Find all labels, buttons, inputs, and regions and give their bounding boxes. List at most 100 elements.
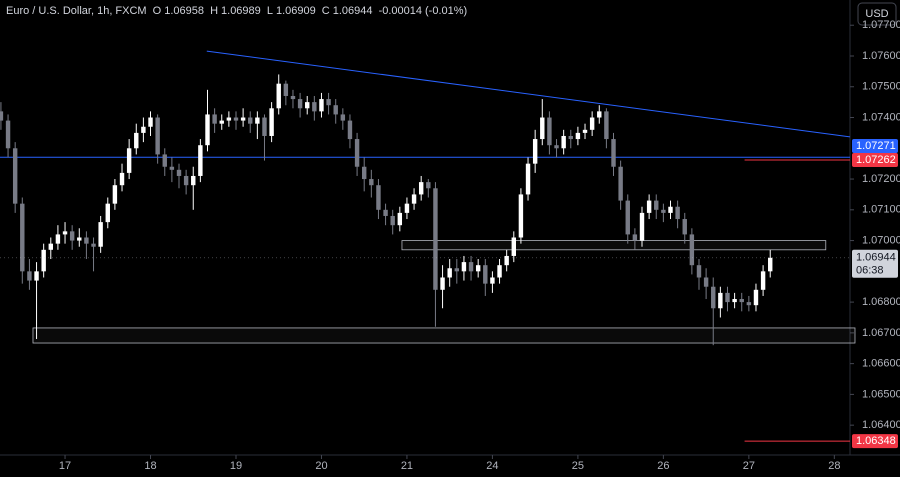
candle-body [711,286,716,309]
x-tick-label: 27 [743,460,755,472]
zone [32,327,856,344]
countdown: 06:38 [856,265,884,277]
y-tick-label: 1.06700 [862,327,900,339]
candle-body [112,185,118,204]
candle-body [383,209,388,216]
candle-body [41,249,46,272]
candle-body [283,83,289,96]
candle-body [426,182,431,189]
candle-body [5,120,11,149]
x-tick-label: 17 [59,460,71,472]
currency-button[interactable] [857,2,897,26]
trendline [206,50,851,138]
candle-body [369,179,374,186]
candle-body [319,99,324,112]
candle-body [668,206,673,213]
candle-body [397,212,403,226]
y-tick-label: 1.07100 [862,204,900,216]
x-tick-label: 25 [572,460,584,472]
candle-body [597,111,602,118]
candle-body [240,117,246,121]
candle-body [20,203,25,272]
candle-body [768,257,773,272]
price-axis-panel [850,0,900,477]
candle-body [155,117,160,155]
candle-body [682,219,687,235]
candle-body [632,234,638,241]
candle-body [262,117,267,136]
candle-body [119,172,125,186]
candle-body [340,114,346,121]
y-tick-label: 1.07600 [862,50,900,62]
candle-body [198,145,203,176]
price-label-box [852,152,898,167]
candle-body [77,237,82,241]
currency-label[interactable]: USD [865,8,888,20]
candle-body [255,117,260,124]
candle-body [696,265,702,278]
ohlc-label: C [321,5,330,17]
candle-body [497,265,502,278]
candle-body [312,102,317,112]
candle-body [739,299,744,303]
change: -0.00014 [378,5,423,17]
y-tick-label: 1.07400 [862,111,900,123]
candle-body [703,277,709,287]
candle-body [454,268,460,272]
candle-body [0,111,4,121]
candle-body [390,215,395,226]
y-tick-label: 1.06500 [862,388,900,400]
ohlc-value: 1.06909 [275,5,316,17]
y-tick-label: 1.06400 [862,419,900,431]
x-tick-label: 19 [230,460,242,472]
candle-body [511,237,516,256]
candle-body [547,117,552,146]
x-tick-label: 28 [828,460,840,472]
candle-body [554,145,559,149]
candle-body [169,166,175,170]
candle-body [540,117,545,140]
candle-body [105,203,110,223]
candle-body [361,166,367,180]
x-tick-label: 26 [657,460,669,472]
y-tick-label: 1.07700 [862,19,900,31]
candle-body [654,200,659,210]
candle-body [475,265,481,272]
candle-body [639,212,645,241]
candle-body [461,262,467,272]
candle-body [440,277,445,290]
candle-body [226,117,232,121]
price-label: 1.06348 [856,435,896,447]
candle-body [183,175,189,186]
candle-body [746,302,752,306]
last-price-box [852,249,898,278]
ohlc-value: 1.06958 [164,5,204,17]
candle-body [91,243,96,247]
candle-body [568,135,573,140]
candle-body [354,139,360,167]
candle-body [625,200,630,235]
x-tick-label: 21 [401,460,413,472]
candle-body [468,262,474,272]
price-label-box [852,138,898,153]
candle-body [347,120,353,140]
y-tick-label: 1.06800 [862,296,900,308]
candle-body [532,139,538,164]
candle-body [69,231,75,241]
last-price: 1.06944 [856,252,896,264]
candle-body [411,194,417,204]
candle-body [62,231,68,235]
candle-body [290,95,296,100]
candle-body [233,117,239,121]
x-tick-label: 18 [144,460,156,472]
y-tick-label: 1.07500 [862,81,900,93]
candle-body [376,185,381,210]
candle-body [404,203,410,213]
candle-body [305,102,310,109]
candle-body [582,129,588,133]
x-tick-label: 24 [486,460,498,472]
ohlc-label: L [266,5,273,17]
candle-body [12,148,18,204]
candle-body [575,132,581,140]
